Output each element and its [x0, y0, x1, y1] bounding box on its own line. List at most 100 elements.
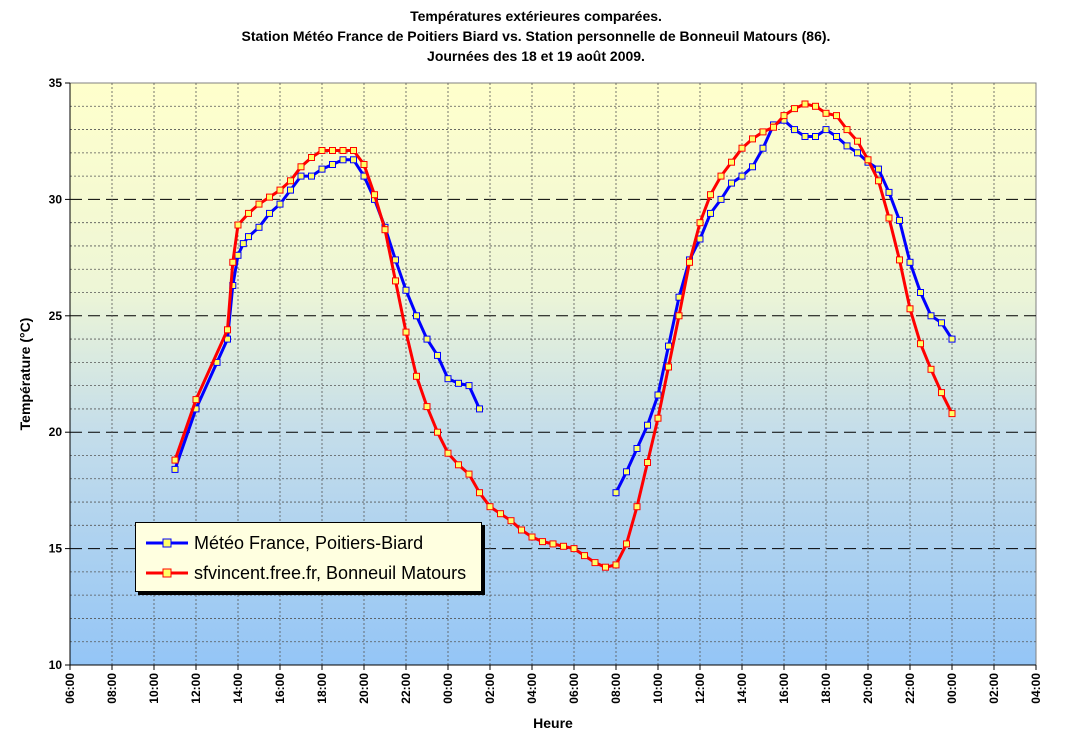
data-point-1	[465, 470, 473, 478]
data-point-0	[717, 195, 725, 203]
y-tick-label: 25	[49, 309, 63, 323]
data-point-0	[843, 142, 851, 150]
data-point-1	[875, 177, 882, 185]
x-tick-label: 20:00	[861, 673, 875, 704]
x-tick-label: 06:00	[63, 673, 77, 704]
axes: 10 15 20 25 30 35 06:00 08:00 10:00 12:00 14:00 16:…	[49, 76, 1043, 704]
data-point-1	[770, 123, 777, 131]
data-point-1	[696, 219, 704, 227]
x-tick-label: 00:00	[441, 673, 455, 704]
x-tick-label: 08:00	[609, 673, 623, 704]
data-point-1	[486, 503, 494, 511]
data-point-1	[570, 545, 578, 553]
data-point-1	[665, 363, 672, 371]
x-tick-label: 08:00	[105, 673, 119, 704]
x-tick-label: 16:00	[777, 673, 791, 704]
data-point-0	[654, 391, 662, 399]
data-point-0	[245, 233, 252, 241]
data-point-0	[297, 172, 305, 180]
data-point-0	[465, 382, 473, 390]
data-point-1	[171, 456, 179, 464]
data-point-0	[287, 186, 294, 194]
data-point-0	[392, 256, 399, 264]
x-tick-label: 00:00	[945, 673, 959, 704]
data-point-0	[350, 156, 357, 164]
data-point-1	[371, 191, 378, 199]
data-point-0	[833, 133, 840, 140]
data-point-1	[392, 277, 399, 285]
data-point-1	[528, 533, 536, 541]
data-point-1	[864, 156, 872, 164]
data-point-1	[224, 326, 231, 334]
data-point-1	[339, 147, 347, 154]
data-point-1	[255, 200, 263, 208]
data-point-0	[234, 251, 242, 259]
data-point-0	[476, 405, 483, 413]
data-point-1	[266, 193, 273, 201]
data-point-1	[791, 105, 798, 113]
x-tick-label: 10:00	[147, 673, 161, 704]
x-tick-label: 02:00	[483, 673, 497, 704]
data-point-0	[696, 235, 704, 243]
data-point-1	[801, 100, 809, 108]
data-point-0	[738, 172, 746, 180]
data-point-1	[728, 158, 735, 166]
data-point-1	[507, 517, 515, 525]
y-tick-label: 15	[49, 542, 63, 556]
data-point-1	[623, 540, 630, 548]
x-tick-label: 10:00	[651, 673, 665, 704]
y-tick-label: 20	[49, 425, 63, 439]
data-point-1	[612, 561, 620, 569]
data-point-0	[329, 161, 336, 168]
legend-label-sfvincent: sfvincent.free.fr, Bonneuil Matours	[194, 562, 467, 583]
series-lines	[171, 100, 956, 571]
data-point-0	[255, 223, 263, 231]
data-point-0	[455, 379, 462, 387]
x-tick-label: 12:00	[693, 673, 707, 704]
y-tick-label: 35	[49, 76, 63, 90]
data-point-0	[318, 165, 326, 173]
data-point-1	[938, 389, 945, 397]
data-point-1	[402, 328, 410, 336]
data-point-1	[759, 128, 767, 136]
data-point-1	[812, 102, 819, 110]
data-point-0	[612, 489, 620, 497]
data-point-1	[917, 340, 924, 348]
legend-swatch-red	[146, 568, 188, 578]
data-point-1	[297, 163, 305, 171]
data-point-1	[591, 559, 599, 567]
data-point-1	[644, 459, 651, 466]
x-tick-label: 18:00	[315, 673, 329, 704]
data-point-1	[560, 542, 567, 550]
data-point-0	[812, 133, 819, 140]
data-point-0	[665, 342, 672, 350]
x-tick-label: 02:00	[987, 673, 1001, 704]
data-point-1	[780, 112, 788, 120]
data-point-1	[707, 191, 714, 199]
data-point-1	[885, 214, 893, 222]
data-point-1	[444, 449, 452, 457]
data-point-1	[854, 137, 861, 145]
data-point-0	[239, 240, 247, 248]
data-point-1	[245, 209, 252, 217]
data-point-1	[234, 221, 242, 229]
data-point-0	[749, 163, 756, 171]
data-point-0	[854, 149, 861, 157]
x-tick-label: 22:00	[399, 673, 413, 704]
data-point-0	[413, 312, 420, 320]
data-point-0	[434, 351, 441, 359]
data-point-1	[276, 186, 284, 194]
data-point-1	[896, 256, 903, 264]
data-point-1	[434, 428, 441, 436]
data-point-1	[518, 526, 525, 534]
data-point-0	[801, 133, 809, 140]
data-point-1	[654, 414, 662, 422]
data-point-1	[360, 161, 368, 168]
x-tick-label: 06:00	[567, 673, 581, 704]
data-point-0	[339, 156, 347, 164]
data-point-0	[444, 375, 452, 383]
data-point-1	[549, 540, 557, 548]
data-point-1	[413, 372, 420, 380]
data-point-0	[644, 421, 651, 429]
